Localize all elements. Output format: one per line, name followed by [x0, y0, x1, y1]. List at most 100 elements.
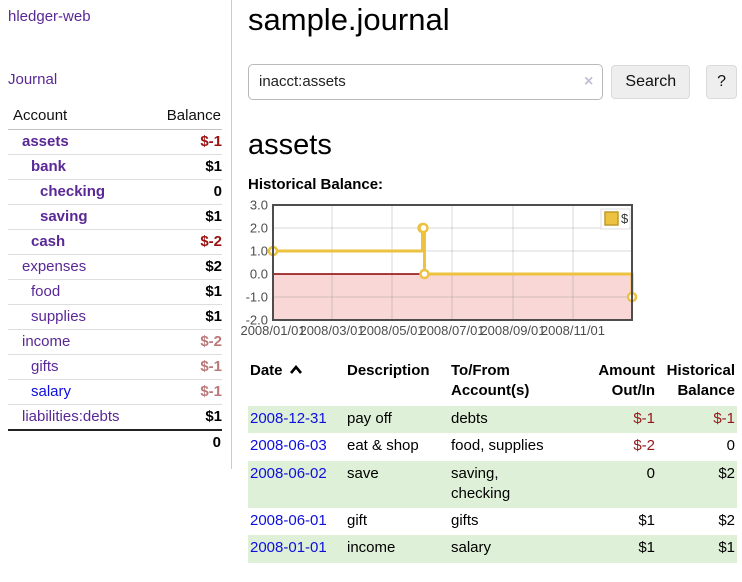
- account-name-cell: cash: [8, 229, 152, 255]
- register-row: 2008-01-01 income salary $1 $1: [248, 535, 737, 563]
- account-link[interactable]: saving: [40, 208, 88, 225]
- accounts-total-row: 0: [8, 429, 222, 455]
- balance-column-header-main: Historical Balance: [657, 359, 737, 407]
- account-link[interactable]: checking: [40, 183, 106, 200]
- balance-column-header: Balance: [151, 104, 222, 130]
- account-link[interactable]: expenses: [22, 258, 87, 275]
- account-link[interactable]: food: [31, 283, 61, 300]
- account-row: cash $-2: [8, 229, 222, 255]
- accounts-table-body: assets $-1 bank $1 checking 0 saving $1 cash $-2 e…: [8, 130, 222, 430]
- transaction-date-link[interactable]: 2008-12-31: [250, 410, 327, 428]
- historical-balance-chart: $3.0 2.0 1.0 0.0 -1.0 -2.02008/01/012008/03/0…: [240, 197, 638, 338]
- register-row: 2008-12-31 pay off debts $-1 $-1: [248, 406, 737, 434]
- x-axis-tick-label: 2008/11/01: [541, 323, 605, 338]
- sort-ascending-icon: [289, 364, 302, 374]
- accounts-text: salary: [451, 539, 492, 557]
- amount-cell: 0: [646, 464, 655, 482]
- date-cell: 2008-06-01: [248, 508, 345, 535]
- description-cell: pay off: [347, 410, 392, 428]
- balance-cell: $1: [718, 539, 735, 557]
- data-point-marker: [418, 222, 429, 233]
- y-axis-tick-label: 1.0: [250, 243, 268, 258]
- account-link[interactable]: supplies: [31, 308, 87, 325]
- amount-cell: $1: [638, 512, 655, 530]
- account-name-cell: bank: [8, 154, 152, 180]
- account-balance: $1: [151, 404, 222, 430]
- account-name-cell: assets: [8, 130, 151, 155]
- account-balance: $2: [151, 254, 222, 280]
- account-balance: $1: [151, 304, 222, 330]
- y-axis-tick-label: 0.0: [250, 266, 268, 281]
- account-name-cell: salary: [8, 379, 152, 405]
- account-balance: $-1: [151, 379, 222, 405]
- search-input[interactable]: [248, 63, 604, 100]
- sidebar: hledger-web Journal Account Balance asse…: [0, 0, 232, 469]
- sidebar-item-journal[interactable]: Journal: [8, 71, 58, 88]
- page-title: sample.journal: [248, 2, 450, 37]
- register-table: Date Description To/From Account(s) Amou…: [248, 359, 737, 563]
- account-name-cell: gifts: [8, 354, 152, 380]
- account-row: supplies $1: [8, 304, 222, 330]
- accounts-text: gifts: [451, 512, 479, 530]
- accounts-cell: salary: [449, 535, 585, 562]
- date-column-header[interactable]: Date: [248, 359, 345, 407]
- transaction-date-link[interactable]: 2008-06-03: [250, 437, 327, 455]
- account-row: checking 0: [8, 179, 222, 205]
- account-balance: $-2: [151, 329, 222, 355]
- transaction-date-link[interactable]: 2008-06-01: [250, 512, 327, 530]
- x-axis-tick-label: 2008/05/01: [359, 323, 424, 338]
- clear-search-icon[interactable]: ×: [584, 72, 594, 90]
- account-balance: 0: [151, 179, 222, 205]
- accounts-text: debts: [451, 410, 488, 428]
- legend-swatch: [604, 210, 619, 226]
- amount-cell: $-2: [633, 437, 655, 455]
- brand: hledger-web: [8, 8, 222, 25]
- search-button[interactable]: Search: [611, 64, 691, 99]
- y-axis-tick-label: 2.0: [250, 220, 268, 235]
- accounts-cell: debts: [449, 406, 585, 433]
- register-header-row: Date Description To/From Account(s) Amou…: [248, 359, 737, 407]
- description-cell: save: [347, 464, 379, 482]
- account-link[interactable]: income: [22, 333, 71, 350]
- account-balance: $-2: [151, 229, 222, 255]
- account-row: liabilities:debts $1: [8, 404, 222, 430]
- data-point-marker: [419, 268, 430, 279]
- help-button[interactable]: ?: [706, 64, 737, 99]
- main-content: sample.journal × Search ? assets Histori…: [240, 0, 737, 563]
- account-name-cell: income: [8, 329, 152, 355]
- register-row: 2008-06-01 gift gifts $1 $2: [248, 508, 737, 535]
- description-cell: income: [347, 539, 396, 557]
- account-row: food $1: [8, 279, 222, 305]
- balance-column-label: Historical Balance: [666, 361, 735, 399]
- account-balance: $-1: [151, 354, 222, 380]
- accounts-cell: saving, checking: [449, 461, 585, 509]
- accounts-cell: food, supplies: [449, 433, 585, 460]
- amount-cell: $1: [638, 539, 655, 557]
- y-axis-tick-label: -2.0: [246, 312, 268, 327]
- balance-cell: 0: [726, 437, 735, 455]
- account-link[interactable]: cash: [31, 233, 66, 250]
- transaction-date-link[interactable]: 2008-01-01: [250, 539, 327, 557]
- amount-column-label: Amount Out/In: [598, 361, 655, 399]
- account-link[interactable]: gifts: [31, 358, 59, 375]
- account-row: expenses $2: [8, 254, 222, 280]
- account-column-header-main: To/From Account(s): [449, 359, 585, 407]
- x-axis-tick-label: 2008/09/01: [480, 323, 545, 338]
- account-link[interactable]: salary: [31, 383, 72, 400]
- register-row: 2008-06-02 save saving, checking 0 $2: [248, 460, 737, 509]
- description-cell: eat & shop: [347, 437, 419, 455]
- account-link[interactable]: assets: [22, 133, 69, 150]
- accounts-text: saving, checking: [451, 464, 511, 502]
- sidebar-nav: Journal: [8, 71, 222, 88]
- account-link[interactable]: liabilities:debts: [22, 408, 120, 425]
- account-balance: $-1: [200, 133, 222, 150]
- brand-link[interactable]: hledger-web: [8, 8, 91, 25]
- account-link[interactable]: bank: [31, 158, 67, 175]
- transaction-date-link[interactable]: 2008-06-02: [250, 464, 327, 482]
- accounts-total: 0: [151, 429, 222, 455]
- register-table-body: 2008-12-31 pay off debts $-1 $-1 2008-06-03 ea…: [248, 406, 737, 563]
- accounts-table: Account Balance assets $-1 bank $1 checking 0…: [8, 104, 222, 455]
- spacer: [8, 429, 152, 455]
- amount-cell: $-1: [633, 410, 655, 428]
- account-name-cell: checking: [8, 179, 152, 205]
